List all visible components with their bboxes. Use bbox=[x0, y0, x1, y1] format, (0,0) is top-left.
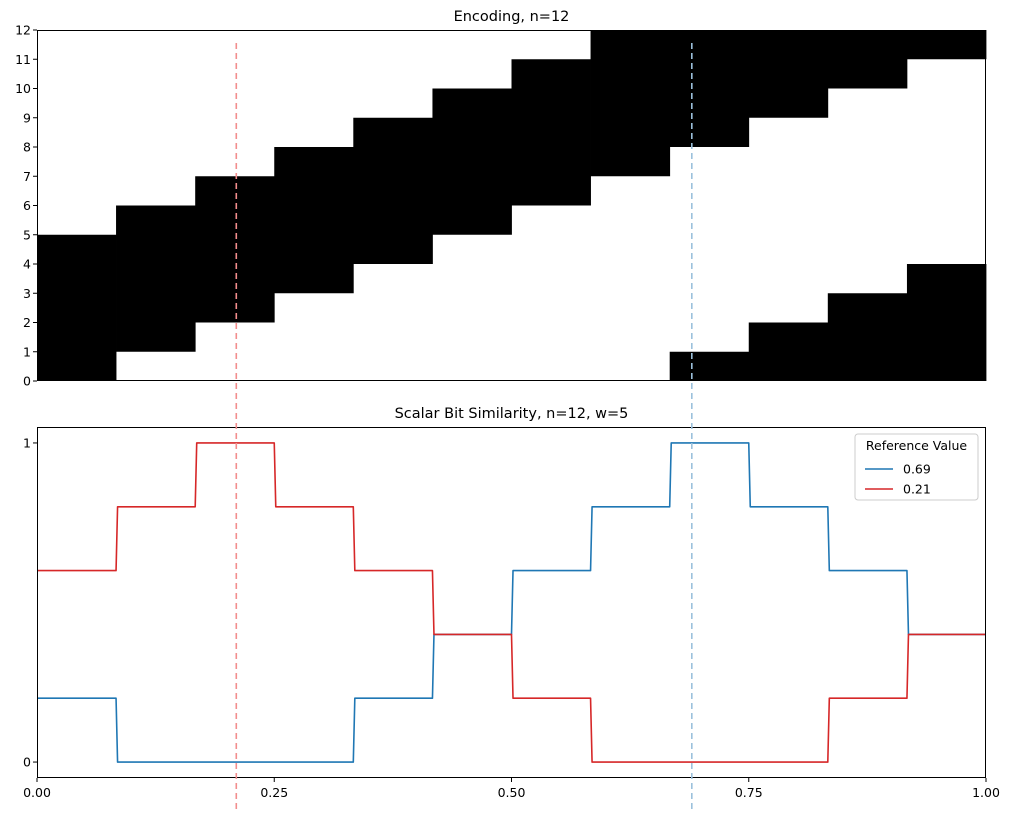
legend-label-0.69: 0.69 bbox=[903, 462, 931, 477]
similarity-y-tick-label: 0 bbox=[23, 755, 31, 770]
encoding-cell bbox=[669, 351, 750, 381]
similarity-y-tick-label: 1 bbox=[23, 435, 31, 450]
legend-box bbox=[854, 433, 979, 501]
legend: Reference Value 0.69 0.21 bbox=[854, 433, 979, 501]
legend-title: Reference Value bbox=[866, 438, 968, 453]
similarity-x-tick-label: 1.00 bbox=[972, 785, 1000, 800]
encoding-cell bbox=[37, 234, 117, 381]
encoding-cell bbox=[590, 30, 671, 177]
reference-lines bbox=[235, 43, 693, 812]
encoding-cell bbox=[827, 30, 908, 89]
encoding-y-tick-label: 6 bbox=[23, 198, 31, 213]
series-line-0.21 bbox=[37, 442, 986, 763]
similarity-y-ticks: 01 bbox=[23, 435, 37, 770]
encoding-y-tick-label: 1 bbox=[23, 344, 31, 359]
encoding-cell bbox=[906, 30, 987, 60]
similarity-panel: 01 0.00 0.25 0.50 0.75 1.00 Scalar Bit Simil… bbox=[23, 406, 1000, 800]
encoding-y-tick-label: 10 bbox=[15, 81, 31, 96]
encoding-y-tick-label: 3 bbox=[23, 286, 31, 301]
similarity-lines bbox=[37, 442, 986, 763]
encoding-cell bbox=[274, 147, 354, 294]
encoding-cell bbox=[827, 293, 908, 381]
legend-label-0.21: 0.21 bbox=[903, 482, 931, 497]
encoding-cell bbox=[748, 30, 829, 118]
encoding-cell bbox=[511, 59, 591, 206]
similarity-x-tick-label: 0.00 bbox=[23, 785, 51, 800]
encoding-cell bbox=[432, 88, 512, 235]
encoding-y-tick-label: 2 bbox=[23, 315, 31, 330]
encoding-cell bbox=[353, 117, 433, 264]
encoding-y-tick-label: 8 bbox=[23, 140, 31, 155]
similarity-x-tick-label: 0.50 bbox=[498, 785, 526, 800]
similarity-x-ticks: 0.00 0.25 0.50 0.75 1.00 bbox=[23, 778, 1000, 800]
encoding-y-tick-label: 11 bbox=[15, 52, 31, 67]
encoding-y-tick-label: 5 bbox=[23, 227, 31, 242]
encoding-cell bbox=[748, 322, 829, 381]
similarity-x-tick-label: 0.25 bbox=[260, 785, 288, 800]
legend-items: 0.69 0.21 bbox=[865, 462, 931, 497]
series-line-0.69 bbox=[37, 442, 986, 763]
similarity-frame bbox=[37, 427, 986, 778]
encoding-frame bbox=[37, 30, 986, 381]
encoding-y-tick-label: 0 bbox=[23, 374, 31, 389]
encoding-y-tick-label: 12 bbox=[15, 23, 31, 38]
encoding-cell bbox=[906, 264, 987, 381]
encoding-cell bbox=[669, 30, 750, 147]
encoding-title: Encoding, n=12 bbox=[454, 9, 570, 25]
encoding-y-tick-label: 9 bbox=[23, 110, 31, 125]
encoding-cell bbox=[116, 205, 196, 352]
encoding-cells bbox=[37, 30, 987, 381]
similarity-x-tick-label: 0.75 bbox=[735, 785, 763, 800]
encoding-cell bbox=[195, 176, 275, 323]
encoding-y-tick-label: 4 bbox=[23, 257, 31, 272]
encoding-y-tick-label: 7 bbox=[23, 169, 31, 184]
similarity-title: Scalar Bit Similarity, n=12, w=5 bbox=[395, 406, 629, 422]
